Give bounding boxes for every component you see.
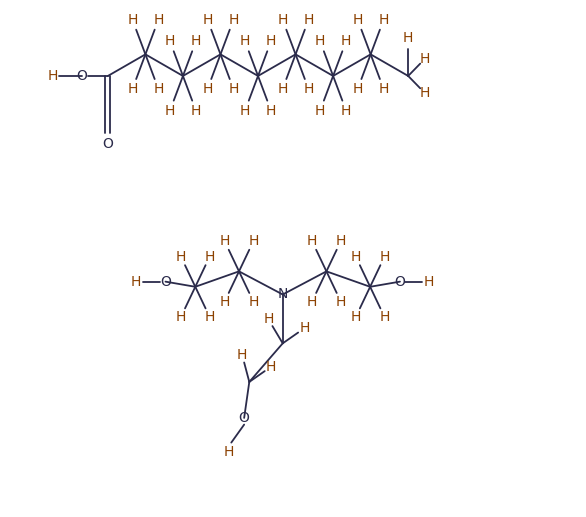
Text: H: H <box>219 295 230 309</box>
Text: H: H <box>47 69 58 83</box>
Text: H: H <box>304 13 314 27</box>
Text: H: H <box>350 310 361 324</box>
Text: H: H <box>403 31 413 45</box>
Text: H: H <box>277 13 288 27</box>
Text: H: H <box>277 82 288 96</box>
Text: H: H <box>299 321 309 335</box>
Text: H: H <box>240 103 250 117</box>
Text: H: H <box>315 35 325 49</box>
Text: O: O <box>103 137 113 151</box>
Text: H: H <box>127 82 138 96</box>
Text: H: H <box>237 348 247 362</box>
Text: H: H <box>202 82 213 96</box>
Text: H: H <box>248 234 258 248</box>
Text: H: H <box>248 295 258 309</box>
Text: H: H <box>341 103 351 117</box>
Text: H: H <box>341 35 351 49</box>
Text: H: H <box>190 103 201 117</box>
Text: H: H <box>205 310 215 324</box>
Text: H: H <box>263 312 274 326</box>
Text: H: H <box>379 250 390 264</box>
Text: H: H <box>131 275 141 288</box>
Text: H: H <box>379 82 389 96</box>
Text: H: H <box>176 250 186 264</box>
Text: H: H <box>165 35 175 49</box>
Text: H: H <box>165 103 175 117</box>
Text: H: H <box>219 234 230 248</box>
Text: H: H <box>266 35 276 49</box>
Text: H: H <box>379 13 389 27</box>
Text: H: H <box>304 82 314 96</box>
Text: H: H <box>420 52 430 66</box>
Text: H: H <box>229 82 239 96</box>
Text: H: H <box>229 13 239 27</box>
Text: O: O <box>239 411 250 425</box>
Text: H: H <box>353 82 363 96</box>
Text: H: H <box>336 295 346 309</box>
Text: H: H <box>315 103 325 117</box>
Text: H: H <box>307 295 317 309</box>
Text: H: H <box>379 310 390 324</box>
Text: H: H <box>266 103 276 117</box>
Text: O: O <box>394 275 406 288</box>
Text: H: H <box>127 13 138 27</box>
Text: H: H <box>307 234 317 248</box>
Text: H: H <box>240 35 250 49</box>
Text: H: H <box>153 13 163 27</box>
Text: O: O <box>160 275 171 288</box>
Text: H: H <box>205 250 215 264</box>
Text: H: H <box>223 445 234 459</box>
Text: H: H <box>420 86 430 100</box>
Text: H: H <box>353 13 363 27</box>
Text: H: H <box>336 234 346 248</box>
Text: H: H <box>176 310 186 324</box>
Text: H: H <box>153 82 163 96</box>
Text: H: H <box>350 250 361 264</box>
Text: N: N <box>278 287 288 301</box>
Text: H: H <box>190 35 201 49</box>
Text: H: H <box>202 13 213 27</box>
Text: H: H <box>265 360 276 374</box>
Text: O: O <box>77 69 87 83</box>
Text: H: H <box>424 275 434 288</box>
